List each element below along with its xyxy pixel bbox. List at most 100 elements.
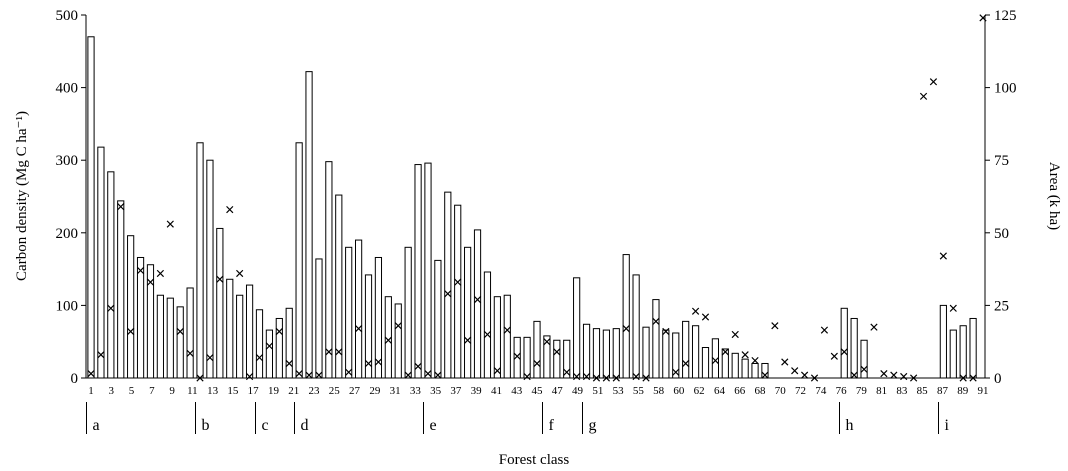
- bar: [414, 164, 422, 379]
- x-tick-label: 33: [410, 385, 422, 397]
- group-label: a: [93, 417, 100, 434]
- area-marker: [840, 348, 848, 356]
- bar: [87, 36, 95, 379]
- area-marker: [880, 370, 888, 378]
- group-label: g: [589, 417, 597, 434]
- area-marker: [354, 325, 363, 333]
- area-marker: [87, 370, 95, 378]
- carbon-density-bars: [87, 36, 977, 379]
- bar: [473, 229, 482, 379]
- x-tick-label: 29: [369, 385, 381, 397]
- bar: [493, 296, 501, 379]
- area-marker: [791, 367, 799, 375]
- area-marker: [364, 359, 373, 368]
- area-marker: [672, 368, 680, 376]
- x-tick-label: 39: [471, 385, 483, 397]
- x-tick-label: 79: [856, 385, 868, 397]
- group-label: f: [549, 417, 555, 434]
- bar: [622, 254, 630, 379]
- y-axis-left-title: Carbon density (Mg C ha⁻¹): [14, 111, 30, 281]
- area-marker: [682, 359, 690, 368]
- bar: [652, 299, 660, 379]
- bar: [107, 171, 115, 379]
- bar: [275, 317, 283, 379]
- area-marker: [454, 278, 462, 286]
- bar: [355, 239, 363, 379]
- area-marker: [136, 266, 145, 275]
- bar: [672, 332, 680, 379]
- area-marker: [900, 372, 908, 381]
- area-marker: [553, 348, 561, 356]
- x-tick-label: 13: [207, 385, 219, 397]
- bar: [136, 256, 145, 379]
- x-tick-label: 17: [248, 385, 260, 397]
- x-tick-label: 47: [552, 385, 564, 397]
- bar: [533, 320, 541, 379]
- group-label: b: [202, 417, 210, 434]
- bar: [236, 294, 244, 379]
- x-tick-label: 68: [755, 385, 767, 397]
- bar: [216, 227, 224, 379]
- bar: [295, 142, 303, 379]
- bar: [176, 306, 184, 379]
- x-tick-label: 55: [633, 385, 645, 397]
- bar: [166, 297, 174, 379]
- left-tick-label: 300: [56, 153, 79, 169]
- area-marker: [830, 352, 838, 360]
- x-tick-label: 51: [592, 385, 603, 397]
- area-marker: [117, 203, 125, 211]
- bar: [226, 278, 234, 379]
- x-tick-label: 66: [734, 385, 746, 397]
- area-marker: [146, 278, 155, 286]
- area-marker: [335, 348, 343, 356]
- area-marker: [345, 368, 353, 376]
- x-tick-label: 76: [836, 385, 848, 397]
- area-marker: [186, 349, 194, 357]
- bar: [573, 277, 581, 379]
- area-marker: [127, 327, 135, 336]
- area-marker: [662, 327, 670, 336]
- bar: [196, 142, 204, 379]
- group-label: d: [301, 417, 309, 434]
- x-tick-label: 21: [288, 385, 299, 397]
- area-marker: [444, 290, 452, 298]
- bar: [612, 328, 620, 379]
- bar: [245, 284, 254, 379]
- bar: [582, 323, 591, 379]
- area-marker: [582, 372, 591, 381]
- area-marker: [236, 269, 244, 278]
- area-marker: [434, 371, 442, 379]
- area-marker: [850, 371, 858, 379]
- area-marker: [295, 370, 303, 378]
- area-marker: [216, 275, 224, 283]
- right-tick-label: 0: [994, 371, 1002, 387]
- area-marker: [166, 220, 174, 228]
- group-label: c: [262, 417, 269, 434]
- bar: [424, 162, 432, 379]
- bar: [345, 246, 353, 379]
- area-marker: [424, 370, 432, 378]
- area-marker: [513, 352, 521, 360]
- bar: [642, 326, 650, 379]
- left-tick-label: 0: [71, 371, 79, 387]
- area-marker: [414, 362, 422, 371]
- y-axis-right-title: Area (k ha): [1046, 162, 1062, 230]
- x-tick-label: 41: [491, 385, 502, 397]
- x-tick-label: 11: [187, 385, 198, 397]
- area-marker: [652, 317, 660, 325]
- x-tick-label: 37: [450, 385, 462, 397]
- area-marker: [949, 304, 957, 312]
- x-tick-label: 9: [169, 385, 175, 397]
- left-tick-label: 500: [56, 8, 79, 24]
- area-marker: [156, 269, 165, 278]
- bar: [127, 235, 135, 379]
- area-marker: [870, 323, 878, 331]
- bar: [464, 246, 472, 379]
- x-tick-label: 58: [653, 385, 665, 397]
- x-tick-label: 83: [896, 385, 908, 397]
- x-tick-label: 3: [109, 385, 115, 397]
- right-tick-label: 25: [994, 298, 1009, 314]
- area-marker: [890, 371, 898, 379]
- forest-group-markers: a b c d e f g h i: [86, 402, 950, 434]
- area-marker: [533, 359, 541, 368]
